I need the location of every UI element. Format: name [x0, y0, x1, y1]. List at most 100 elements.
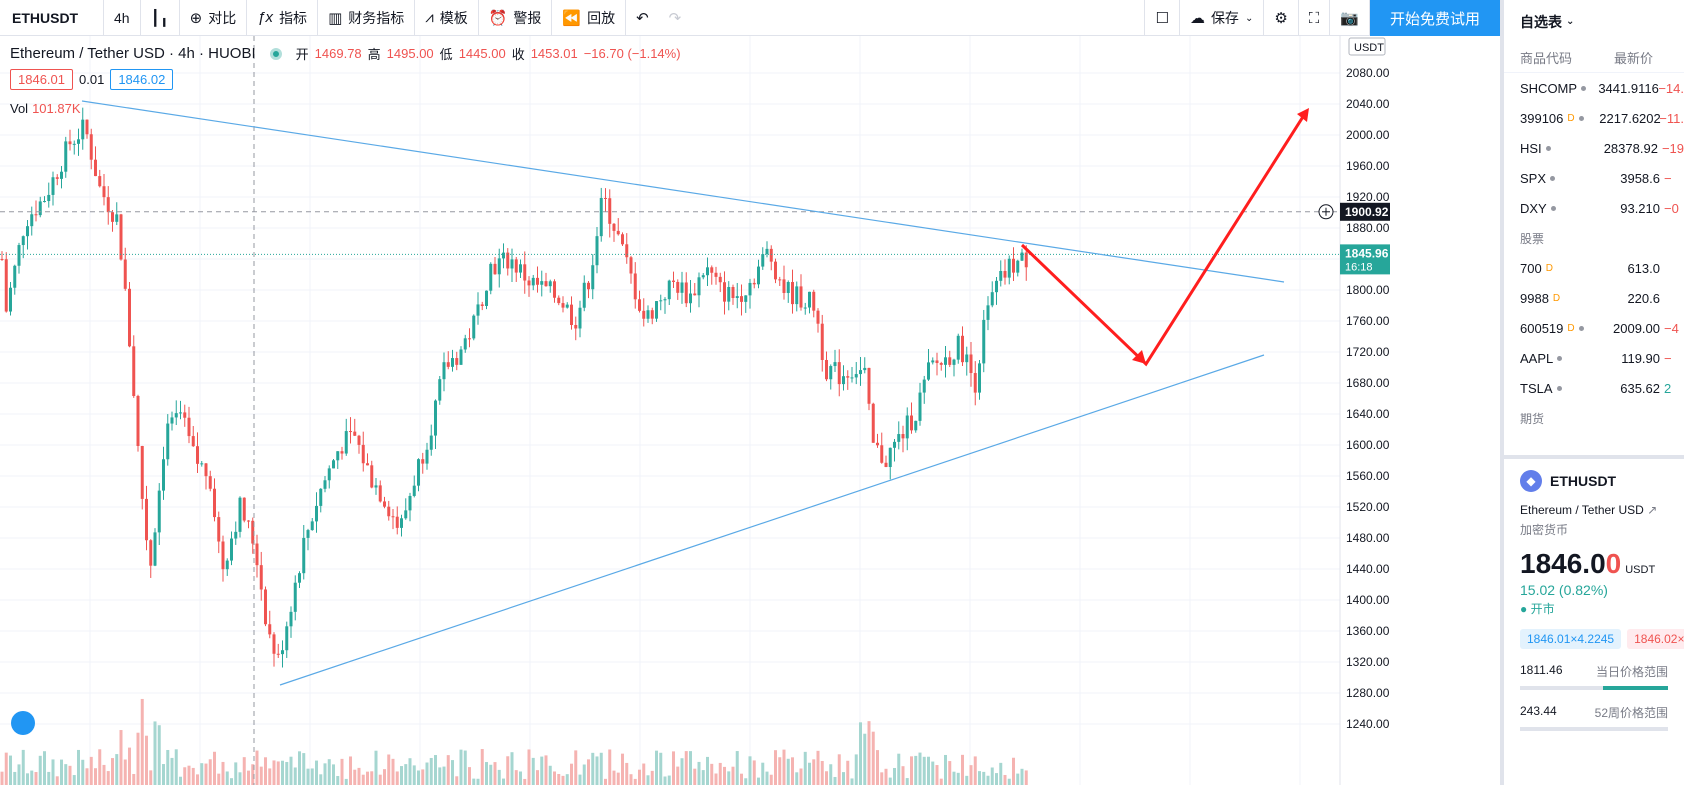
settings-button[interactable]: ⚙: [1264, 0, 1299, 36]
candle-body: [765, 248, 769, 255]
col-last[interactable]: 最新价: [1614, 51, 1654, 66]
redo-button[interactable]: ↷: [659, 0, 692, 36]
candle-body: [289, 611, 293, 627]
candle-body: [468, 338, 471, 340]
candle-body: [64, 141, 68, 172]
volume-bar: [378, 774, 382, 785]
templates-button[interactable]: ⩘ 模板: [415, 0, 479, 36]
volume-bar: [931, 761, 935, 785]
watchlist-row[interactable]: 9988 D 220.6: [1504, 283, 1684, 313]
crosshair-price-box: [1340, 202, 1390, 221]
volume-bar: [888, 777, 892, 785]
candle-body: [769, 248, 773, 262]
cloud-icon: ☁: [1189, 10, 1205, 27]
candle-body: [944, 357, 947, 365]
watchlist-row[interactable]: DXY 93.210 −0: [1504, 193, 1684, 223]
price-chart[interactable]: 2080.00 2040.00 2000.00 1960.00 1920.00 1880.…: [0, 36, 1438, 785]
spread-value: 0.01: [79, 72, 105, 87]
start-free-trial-button[interactable]: 开始免费试用: [1369, 0, 1500, 36]
stocks-section-label[interactable]: 股票: [1520, 231, 1545, 246]
watchlist-row[interactable]: SPX 3958.6−: [1504, 163, 1684, 193]
volume-bar: [145, 735, 148, 785]
fullscreen-button[interactable]: ⛶: [1299, 0, 1331, 36]
candle-body: [429, 435, 433, 450]
watchlist-row[interactable]: 600519 D 2009.00 −4: [1504, 313, 1684, 343]
volume-bar: [480, 749, 484, 785]
candles-icon: ┃╻: [150, 9, 169, 27]
candle-body: [816, 310, 820, 324]
volume-bar: [425, 762, 429, 785]
watchlist-header[interactable]: 自选表 ⌄: [1504, 0, 1684, 43]
chart-area[interactable]: 2080.00 2040.00 2000.00 1960.00 1920.00 1880.…: [0, 36, 1438, 785]
volume-bar: [200, 763, 204, 785]
candle-body: [344, 431, 348, 454]
watchlist-row[interactable]: HSI 28378.92 −19: [1504, 133, 1684, 163]
volume-bar: [213, 751, 216, 785]
volume-bar: [795, 772, 799, 785]
symbol-search-button[interactable]: ETHUSDT: [0, 0, 104, 36]
volume-bar: [816, 750, 820, 785]
watchlist-symbol: DXY: [1504, 201, 1604, 216]
upper-trendline: [81, 100, 1285, 283]
watchlist-row[interactable]: SHCOMP 3441.9116 −14.: [1504, 73, 1684, 103]
snapshot-button[interactable]: 📷: [1330, 0, 1370, 36]
futures-section-label[interactable]: 期货: [1520, 411, 1545, 426]
replay-button[interactable]: ⏪ 回放: [552, 0, 627, 36]
watchlist-row[interactable]: AAPL 119.90−: [1504, 343, 1684, 373]
volume-bar: [799, 768, 803, 785]
volume-bar: [344, 778, 348, 785]
interval-button[interactable]: 4h: [104, 0, 141, 36]
ask-button[interactable]: 1846.02: [110, 69, 174, 90]
watchlist-symbol: 9988 D: [1504, 291, 1604, 306]
layout-button[interactable]: ☐: [1144, 0, 1180, 36]
candle-body: [349, 431, 352, 433]
volume-bar: [196, 774, 199, 785]
watchlist-row[interactable]: 700 D 613.0: [1504, 253, 1684, 283]
volume-bar: [659, 752, 663, 785]
candle-body: [85, 119, 89, 135]
compare-button[interactable]: ⊕ 对比: [180, 0, 248, 36]
volume-bar: [973, 756, 977, 785]
candle-body: [782, 279, 786, 293]
undo-button[interactable]: ↶: [626, 0, 659, 36]
alarm-icon: ⏰: [488, 9, 508, 27]
volume-bar: [710, 763, 714, 785]
volume-bar: [808, 762, 811, 785]
volume-bar: [408, 758, 412, 785]
bid-button[interactable]: 1846.01: [10, 69, 73, 90]
candle-body: [17, 245, 21, 266]
save-button[interactable]: ☁ 保存 ⌄: [1180, 0, 1265, 36]
candle-body: [927, 362, 930, 380]
watchlist-last: 635.62: [1620, 380, 1660, 396]
candle-body: [310, 521, 314, 531]
candle-body: [132, 346, 136, 396]
chart-type-button[interactable]: ┃╻: [141, 0, 180, 36]
volume-bar: [638, 769, 641, 785]
ethereum-icon: ◆: [1520, 470, 1542, 492]
watchlist-last: 613.0: [1627, 260, 1660, 276]
crosshair-price-label: 1900.92: [1345, 205, 1389, 219]
watchlist-row[interactable]: 399106 D 2217.6202 −11.: [1504, 103, 1684, 133]
volume-bar: [4, 752, 8, 785]
candle-body: [1024, 252, 1028, 268]
volume-bar: [51, 759, 55, 785]
details-price: 1846.00 USDT: [1504, 548, 1684, 580]
financials-button[interactable]: ▥ 财务指标: [318, 0, 416, 36]
watchlist-row[interactable]: TSLA 635.62 2: [1504, 373, 1684, 403]
day-range-label: 当日价格范围: [1595, 665, 1668, 679]
candle-body: [421, 459, 425, 464]
candle-body: [697, 277, 701, 296]
candle-body: [616, 230, 620, 235]
col-symbol[interactable]: 商品代码: [1520, 51, 1573, 66]
candle-body: [667, 280, 671, 300]
indicators-button[interactable]: ƒx 指标: [247, 0, 319, 36]
redo-icon: ↷: [668, 9, 682, 27]
candle-body: [187, 417, 191, 437]
alerts-button[interactable]: ⏰ 警报: [479, 0, 553, 36]
external-link-icon: ↗: [1647, 503, 1658, 517]
candle-body: [264, 589, 267, 625]
details-name[interactable]: Ethereum / Tether USD ↗: [1504, 503, 1684, 517]
watchlist-last: 2217.6202: [1599, 110, 1661, 126]
candle-body: [863, 367, 867, 371]
candle-body: [455, 358, 459, 365]
